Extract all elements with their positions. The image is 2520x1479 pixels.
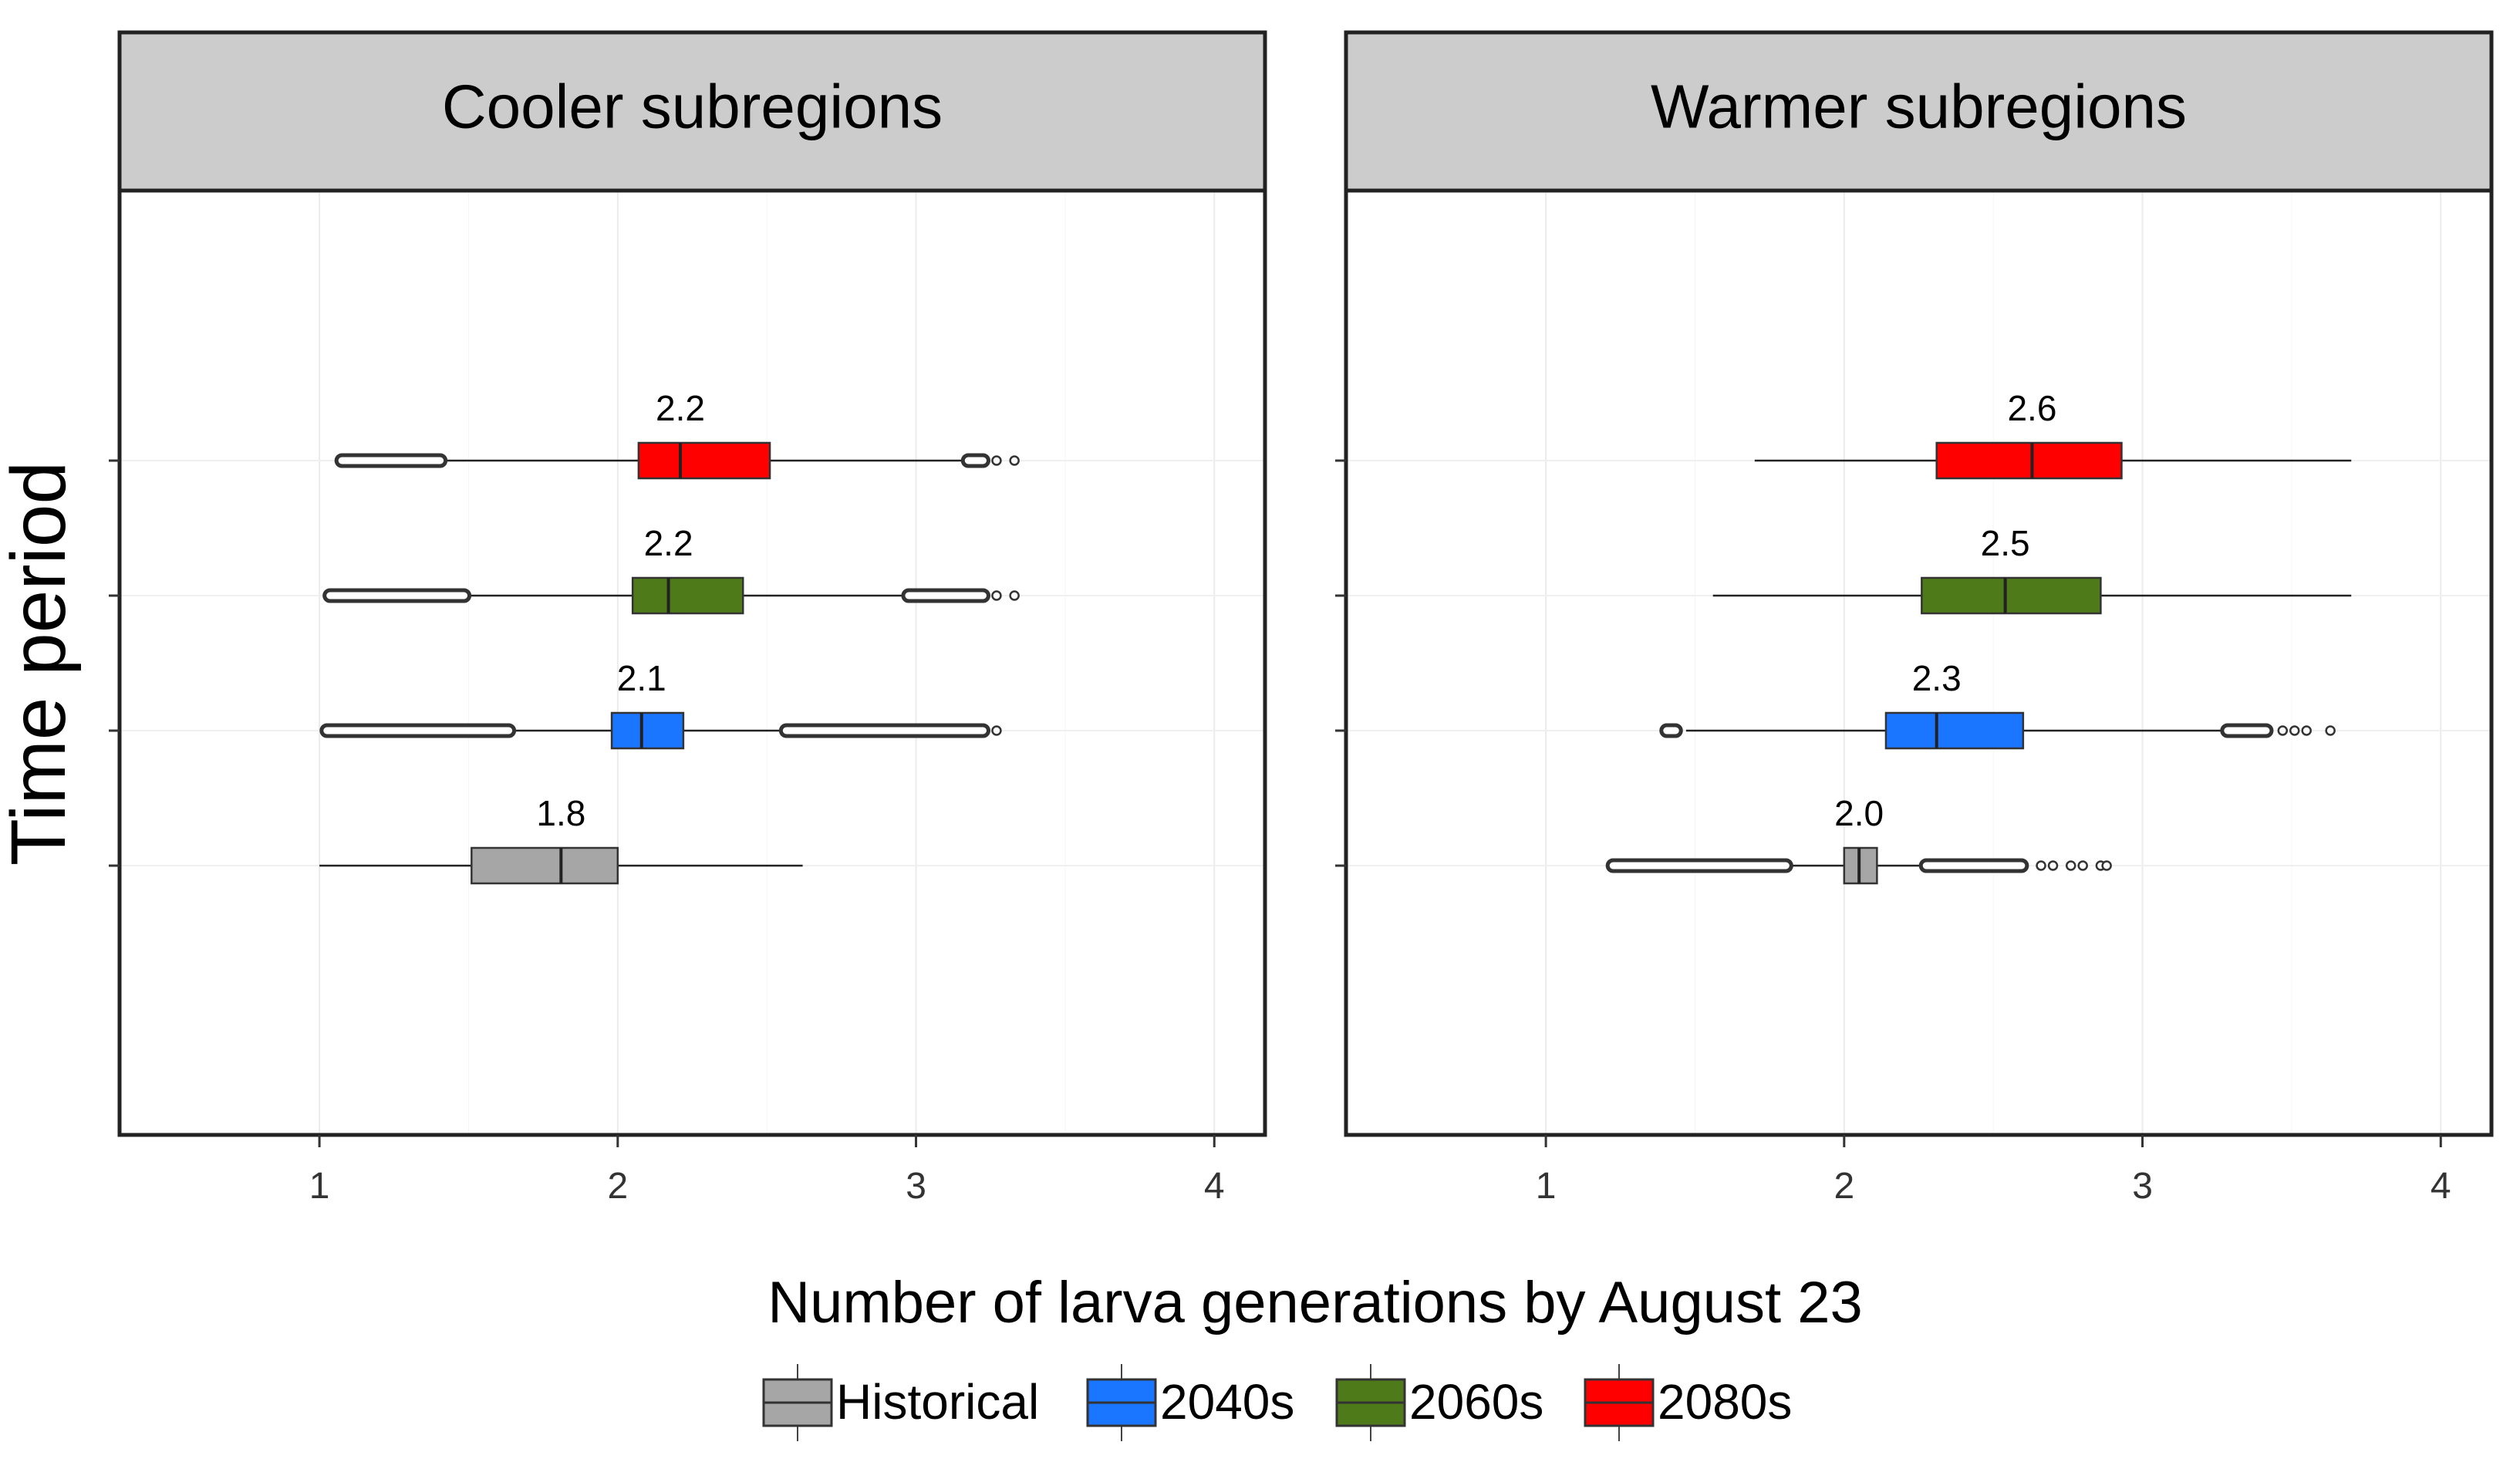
x-tick-label: 2: [1833, 1166, 1854, 1207]
panel-border: [1344, 188, 2494, 1137]
median-label: 1.8: [536, 793, 585, 833]
x-tick-label: 4: [1204, 1166, 1225, 1207]
legend-item-historical: Historical: [762, 1364, 1039, 1441]
median-label: 2.2: [656, 388, 705, 428]
outlier-point: [2065, 860, 2076, 871]
median-label: 2.2: [644, 523, 693, 563]
outlier-cluster: [2220, 723, 2274, 738]
outlier-cluster: [1659, 723, 1683, 738]
outlier-point: [1009, 455, 1020, 466]
outlier-point: [2077, 860, 2088, 871]
panel-cooler: Cooler subregions 1.8 2.1 2.2 2.2 1 2 3 4: [109, 30, 1267, 1207]
outlier-cluster: [334, 453, 448, 468]
outlier-point: [2301, 725, 2312, 736]
box-2060s: 2.5: [1712, 523, 2352, 615]
outlier-cluster: [322, 588, 472, 603]
outlier-cluster: [960, 453, 990, 468]
panel-border: [117, 188, 1267, 1137]
x-axis-title: Number of larva generations by August 23: [767, 1270, 1863, 1335]
outlier-cluster: [1605, 858, 1793, 873]
box-2080s: 2.2: [334, 388, 1020, 480]
outlier-point: [991, 455, 1002, 466]
box-body: [610, 711, 685, 750]
median-label: 2.1: [617, 658, 666, 698]
outlier-cluster: [319, 723, 517, 738]
box-historical: 1.8: [319, 793, 803, 885]
box-body: [471, 846, 619, 885]
outlier-cluster: [778, 723, 990, 738]
outlier-point: [2101, 860, 2112, 871]
x-tick-label: 4: [2431, 1166, 2451, 1207]
box-body: [631, 576, 744, 615]
y-axis-title: Time period: [0, 461, 82, 866]
box-body: [1935, 441, 2123, 480]
outlier-point: [1009, 590, 1020, 601]
x-tick-label: 1: [309, 1166, 330, 1207]
box-body: [1921, 576, 2102, 615]
x-tick-label: 3: [2132, 1166, 2153, 1207]
box-2040s: 2.3: [1659, 658, 2336, 750]
legend-label: Historical: [836, 1374, 1039, 1430]
facet-title: Warmer subregions: [1651, 73, 2187, 141]
median-label: 2.0: [1834, 793, 1884, 833]
outlier-cluster: [901, 588, 990, 603]
outlier-point: [2277, 725, 2289, 736]
outlier-point: [991, 590, 1002, 601]
legend-label: 2080s: [1658, 1374, 1792, 1430]
legend-item-2040s: 2040s: [1086, 1364, 1294, 1441]
box-2080s: 2.6: [1754, 388, 2352, 480]
outlier-point: [2289, 725, 2300, 736]
x-tick-label: 3: [906, 1166, 926, 1207]
facet-strip: [117, 30, 1267, 193]
outlier-point: [2325, 725, 2336, 736]
legend-item-2060s: 2060s: [1335, 1364, 1543, 1441]
plot-background: [1346, 191, 2491, 1135]
median-label: 2.6: [2007, 388, 2056, 428]
box-historical: 2.0: [1605, 793, 2112, 885]
plot-background: [120, 191, 1265, 1135]
median-label: 2.3: [1912, 658, 1962, 698]
outlier-point: [2036, 860, 2046, 871]
box-body: [637, 441, 771, 480]
box-body: [1884, 711, 2025, 750]
x-tick-label: 1: [1536, 1166, 1557, 1207]
panel-warmer: Warmer subregions 2.0 2.3 2.5 2.6 1 2 3 4: [1335, 30, 2494, 1207]
x-tick-label: 2: [607, 1166, 628, 1207]
outlier-point: [991, 725, 1002, 736]
legend-item-2080s: 2080s: [1584, 1364, 1792, 1441]
legend-label: 2040s: [1160, 1374, 1294, 1430]
legend-label: 2060s: [1409, 1374, 1543, 1430]
legend: Historical 2040s 2060s 2080s: [762, 1364, 1792, 1441]
median-label: 2.5: [1981, 523, 2030, 563]
outlier-point: [2047, 860, 2059, 871]
box-2060s: 2.2: [322, 523, 1020, 615]
outlier-cluster: [1918, 858, 2029, 873]
facet-title: Cooler subregions: [442, 73, 943, 141]
box-2040s: 2.1: [319, 658, 1002, 750]
